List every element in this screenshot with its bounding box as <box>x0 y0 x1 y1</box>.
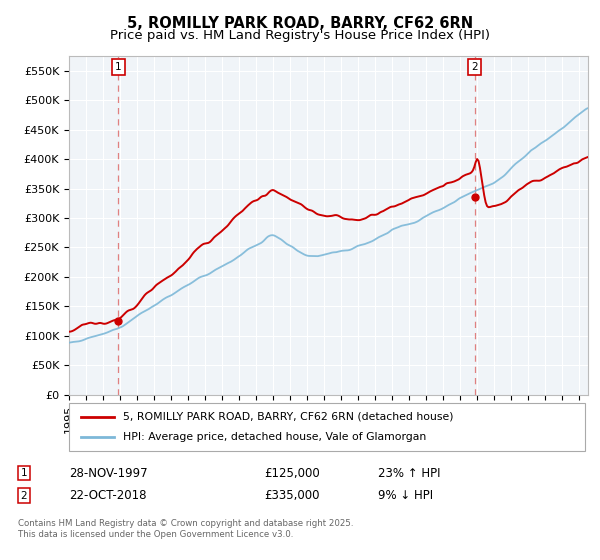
Text: £125,000: £125,000 <box>264 466 320 480</box>
Text: HPI: Average price, detached house, Vale of Glamorgan: HPI: Average price, detached house, Vale… <box>123 432 426 442</box>
Text: 9% ↓ HPI: 9% ↓ HPI <box>378 489 433 502</box>
Text: This data is licensed under the Open Government Licence v3.0.: This data is licensed under the Open Gov… <box>18 530 293 539</box>
Text: 22-OCT-2018: 22-OCT-2018 <box>69 489 146 502</box>
Text: 5, ROMILLY PARK ROAD, BARRY, CF62 6RN (detached house): 5, ROMILLY PARK ROAD, BARRY, CF62 6RN (d… <box>123 412 454 422</box>
Text: Price paid vs. HM Land Registry's House Price Index (HPI): Price paid vs. HM Land Registry's House … <box>110 29 490 42</box>
Text: 1: 1 <box>20 468 28 478</box>
Text: 2: 2 <box>20 491 28 501</box>
Text: 28-NOV-1997: 28-NOV-1997 <box>69 466 148 480</box>
Text: 2: 2 <box>471 62 478 72</box>
Text: Contains HM Land Registry data © Crown copyright and database right 2025.: Contains HM Land Registry data © Crown c… <box>18 519 353 528</box>
Text: 1: 1 <box>115 62 122 72</box>
Text: £335,000: £335,000 <box>264 489 320 502</box>
Text: 23% ↑ HPI: 23% ↑ HPI <box>378 466 440 480</box>
Text: 5, ROMILLY PARK ROAD, BARRY, CF62 6RN: 5, ROMILLY PARK ROAD, BARRY, CF62 6RN <box>127 16 473 31</box>
